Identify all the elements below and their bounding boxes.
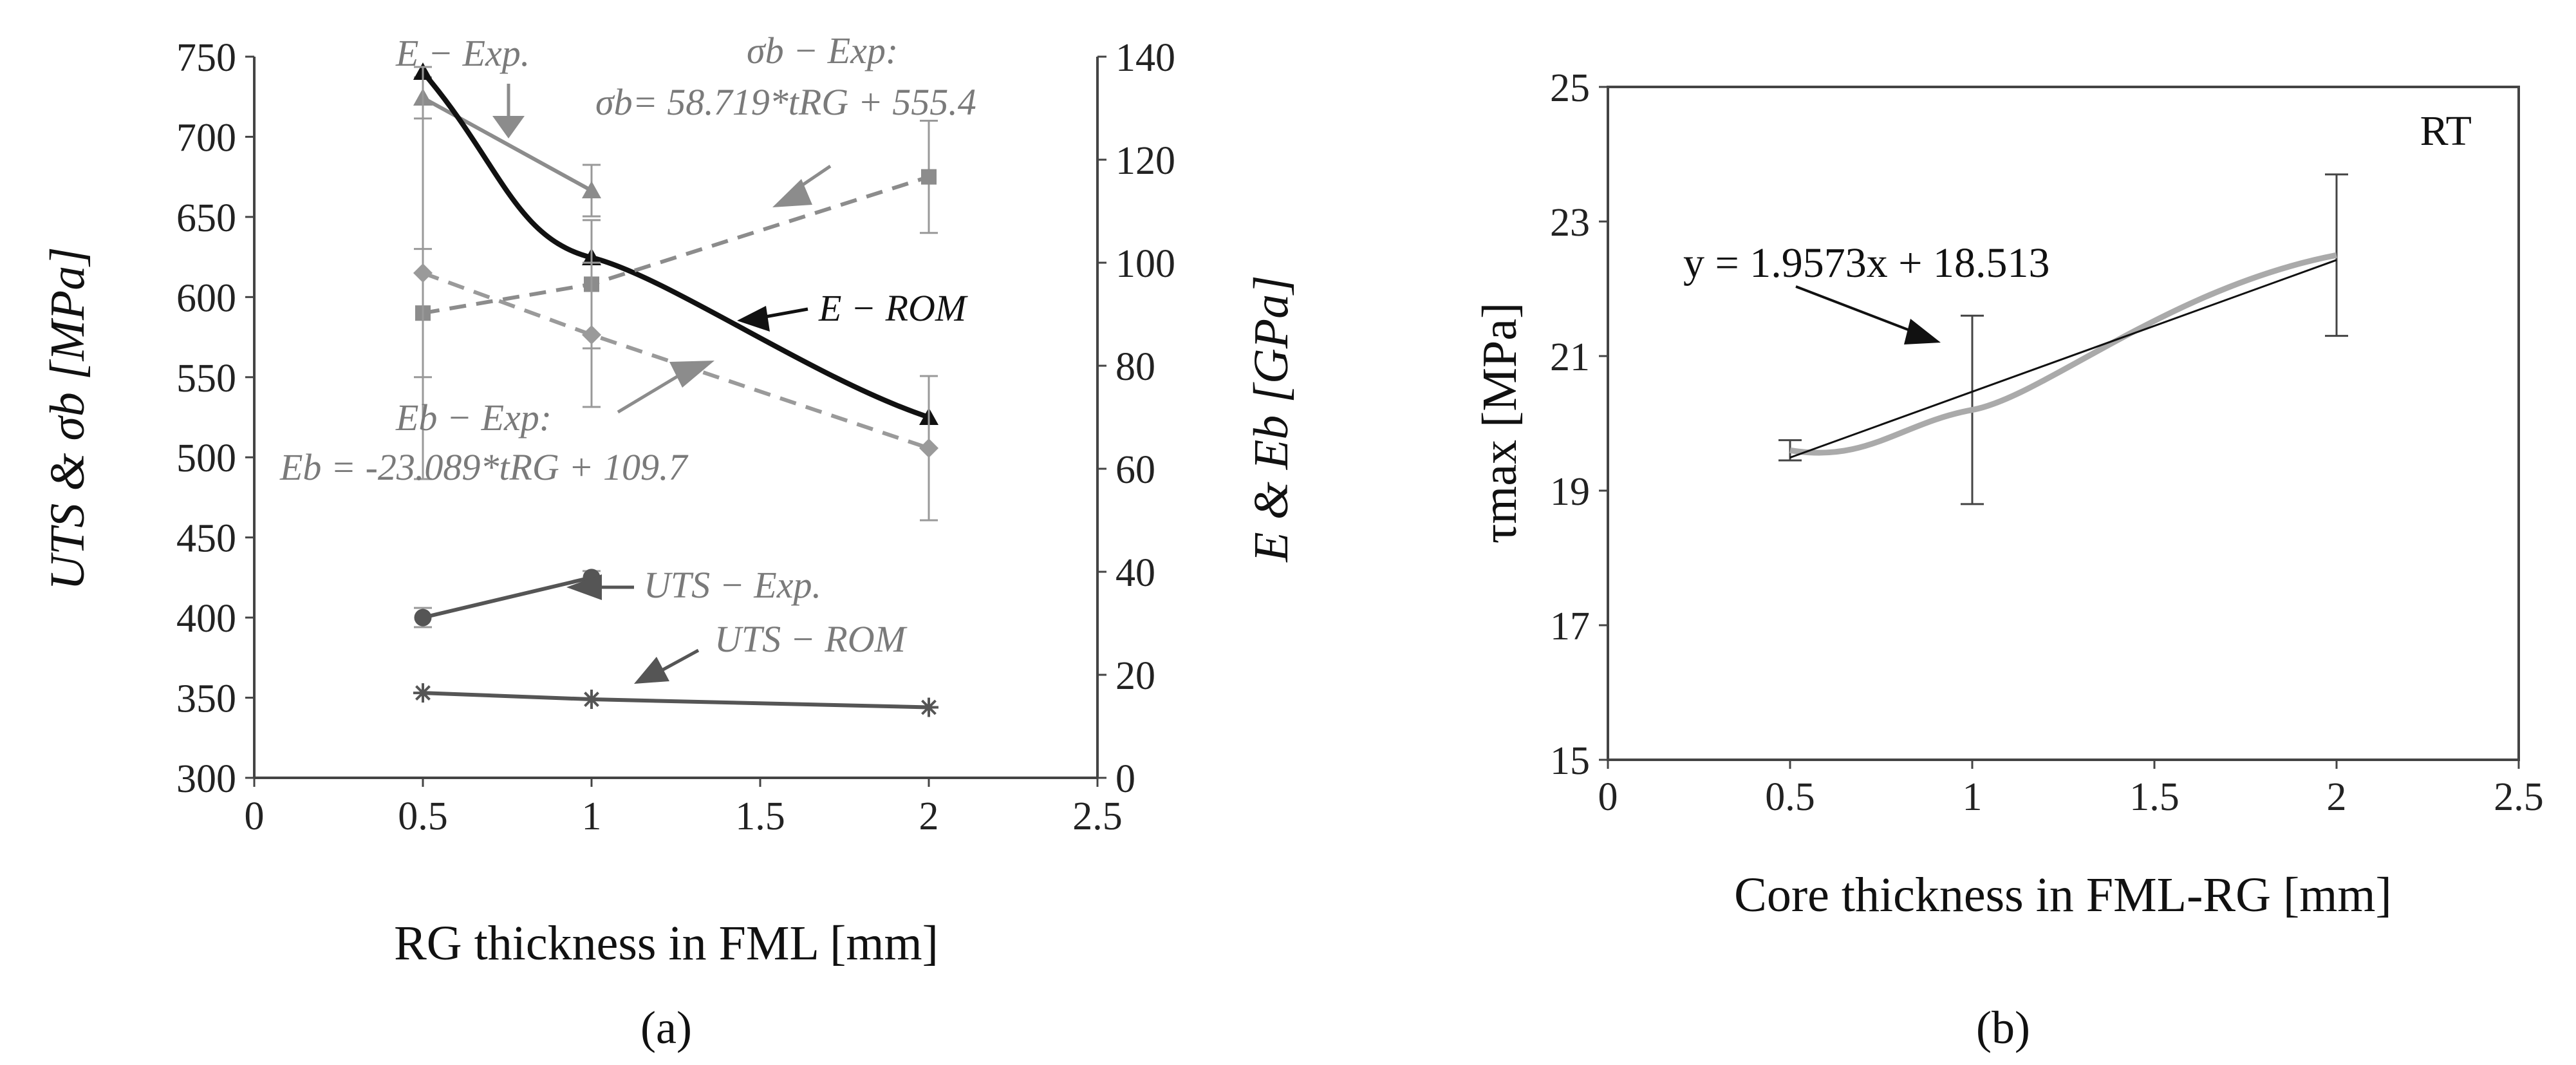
label-eb-exp-title: Eb − Exp:	[395, 397, 552, 438]
a-series-3-point	[582, 325, 601, 344]
b-y-tick-label: 25	[1550, 66, 1590, 110]
label-e-rom: E − ROM	[818, 287, 968, 329]
label-eb-exp-eq: Eb = -23.089*tRG + 109.7	[279, 446, 688, 488]
a-x-tick-label: 2.5	[1072, 795, 1123, 838]
a-y-left-tick-label: 750	[176, 36, 236, 80]
label-sigma-exp-title: σb − Exp:	[747, 30, 898, 71]
a-series-5-point-stroke	[415, 685, 431, 701]
arrow-e-exp-head	[492, 116, 525, 138]
a-series-5-point-stroke	[921, 699, 937, 715]
panel-a-y-ticks-right: 0 20 40 60 80 100 120 140	[1097, 36, 1175, 801]
corner-label-rt: RT	[2420, 108, 2472, 155]
b-x-tick-label: 2	[2327, 775, 2347, 819]
a-x-tick-label: 0	[245, 795, 265, 838]
label-sigma-exp-eq: σb= 58.719*tRG + 555.4	[595, 81, 976, 123]
arrow-trendline	[1795, 285, 1922, 336]
a-y-left-tick-label: 500	[176, 437, 236, 480]
arrow-uts-rom	[662, 648, 700, 672]
a-x-tick-label: 0.5	[398, 795, 448, 838]
a-y-left-tick-label: 400	[176, 597, 236, 641]
panel-a-caption: (a)	[640, 1002, 692, 1053]
a-y-right-tick-label: 120	[1115, 139, 1175, 183]
a-series-5-point	[413, 683, 433, 703]
panel-b-series	[1778, 173, 2348, 505]
a-series-4	[414, 569, 601, 628]
panel-a-x-ticks: 0 0.5 1 1.5 2 2.5	[245, 778, 1123, 838]
arrow-trendline-head	[1904, 319, 1941, 344]
label-uts-rom: UTS − ROM	[714, 618, 908, 660]
a-y-right-tick-label: 140	[1115, 36, 1175, 80]
a-y-left-tick-label: 300	[176, 757, 236, 801]
panel-a: 0 0.5 1 1.5 2 2.5 300350400450500550600650700…	[41, 30, 1298, 1053]
b-x-tick-label: 0	[1598, 775, 1618, 819]
panel-a-x-title: RG thickness in FML [mm]	[394, 916, 938, 970]
a-y-left-tick-label: 550	[176, 357, 236, 401]
trendline-equation: y = 1.9573x + 18.513	[1683, 240, 2049, 287]
b-x-tick-label: 1	[1963, 775, 1983, 819]
a-series-5-point-stroke	[584, 692, 599, 707]
a-series-3-point	[413, 263, 433, 283]
a-series-0-line	[422, 96, 593, 193]
arrow-sigma-exp-head	[772, 179, 812, 207]
b-y-tick-label: 19	[1550, 470, 1590, 514]
b-y-tick-label: 15	[1550, 739, 1590, 783]
a-y-left-tick-label: 450	[176, 517, 236, 561]
b-data-curve	[1789, 252, 2337, 456]
panel-b-x-ticks: 0 0.5 1 1.5 2 2.5	[1598, 760, 2544, 819]
label-uts-exp: UTS − Exp.	[644, 564, 821, 606]
panel-b-y-ticks: 15 17 19 21 23 25	[1550, 66, 1608, 783]
panel-b-caption: (b)	[1976, 1002, 2030, 1053]
a-y-right-tick-label: 0	[1115, 757, 1135, 801]
a-series-3	[413, 66, 938, 522]
label-e-exp: E − Exp.	[395, 32, 530, 74]
panel-a-y-title-right: E & Eb [GPa]	[1244, 275, 1298, 562]
b-x-tick-label: 0.5	[1765, 775, 1815, 819]
a-series-2-point	[921, 169, 937, 185]
a-series-4-line	[422, 575, 592, 620]
panel-b-plot-area	[1607, 86, 2520, 761]
arrow-uts-exp-head	[566, 574, 602, 600]
a-x-tick-label: 1	[582, 795, 602, 838]
a-x-tick-label: 1.5	[735, 795, 785, 838]
a-y-left-tick-label: 650	[176, 196, 236, 240]
b-y-tick-label: 23	[1550, 201, 1590, 245]
a-y-right-tick-label: 40	[1115, 551, 1155, 595]
panel-b-x-title: Core thickness in FML-RG [mm]	[1734, 868, 2392, 922]
b-y-tick-label: 21	[1550, 335, 1590, 379]
arrow-uts-rom-head	[634, 657, 669, 684]
panel-a-arrows	[492, 84, 832, 684]
b-y-tick-label: 17	[1550, 605, 1590, 648]
a-series-3-line	[422, 271, 929, 450]
a-series-5	[413, 683, 938, 717]
b-x-tick-label: 1.5	[2129, 775, 2179, 819]
a-x-tick-label: 2	[919, 795, 939, 838]
panel-b: 0 0.5 1 1.5 2 2.5 15 17 19 21 23 25 RT y = 1.9573x…	[1473, 66, 2544, 1053]
arrow-eb-exp	[617, 372, 684, 414]
panel-b-y-title: τmax [MPa]	[1473, 303, 1527, 544]
a-series-4-point	[414, 608, 432, 627]
a-y-right-tick-label: 60	[1115, 448, 1155, 492]
a-series-2	[414, 120, 938, 379]
a-series-1-line	[420, 70, 930, 420]
a-series-5-point	[582, 690, 601, 710]
panel-a-y-ticks-left: 300 350 400 450 500 550 600 650 700 750	[176, 36, 254, 801]
a-series-0-point	[582, 181, 601, 198]
b-trendline	[1789, 259, 2337, 459]
panel-a-y-title-left: UTS & σb [MPa]	[41, 247, 95, 590]
a-y-left-tick-label: 350	[176, 677, 236, 721]
b-x-tick-label: 2.5	[2494, 775, 2544, 819]
a-y-left-tick-label: 700	[176, 116, 236, 160]
a-y-right-tick-label: 100	[1115, 242, 1175, 286]
a-series-5-point	[919, 697, 938, 717]
arrow-eb-exp-head	[669, 361, 714, 388]
arrow-e-rom-head	[737, 306, 770, 332]
a-y-right-tick-label: 20	[1115, 654, 1155, 698]
a-series-5-line	[422, 691, 929, 710]
a-y-right-tick-label: 80	[1115, 345, 1155, 389]
a-series-3-point	[919, 438, 938, 458]
a-y-left-tick-label: 600	[176, 276, 236, 320]
